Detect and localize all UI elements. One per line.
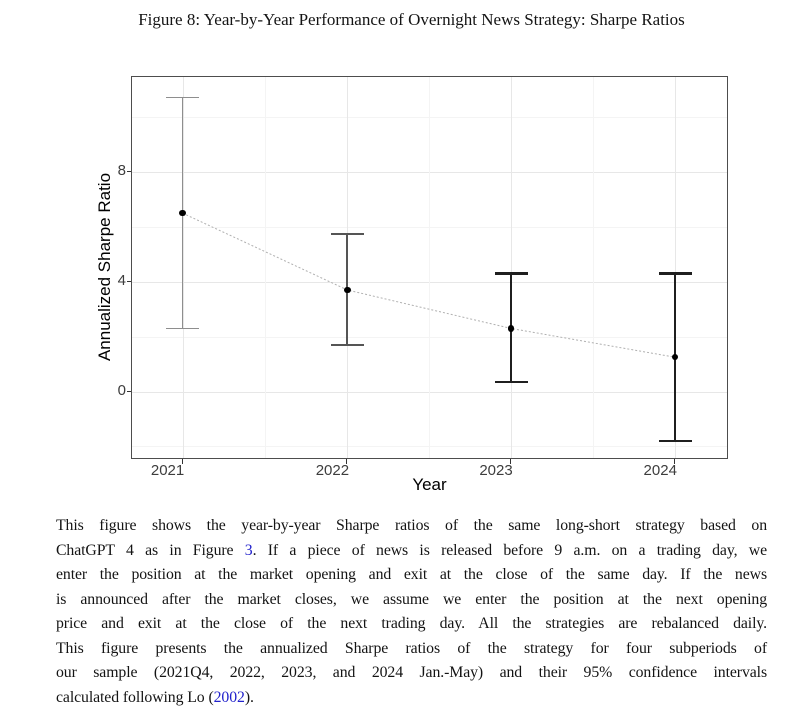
x-axis-tick [674,459,676,464]
caption-text: our sample (2021Q4, 2022, 2023, and 2024… [56,664,767,681]
y-tick-label: 8 [117,161,126,179]
x-tick-label: 2022 [315,462,350,479]
errorbar-cap-top-2024 [658,272,692,275]
caption-line: is announced after the market closes, we… [56,588,767,613]
caption-text: . If a piece of news is released before … [252,541,768,559]
caption-text: ChatGPT 4 as in Figure [56,541,245,559]
y-tick-label: 4 [117,271,126,289]
figure-caption: This figure shows the year-by-year Sharp… [56,514,767,710]
x-tick-label: 2024 [643,462,677,479]
caption-line: This figure presents the annualized Shar… [56,637,767,662]
data-point-2023 [507,325,515,332]
x-tick-label: 2023 [479,462,513,479]
trend-line [182,212,676,358]
caption-text: price and exit at the close of the next … [56,615,767,632]
figure-title: Figure 8: Year-by-Year Performance of Ov… [138,10,685,29]
errorbar-cap-bottom-2021 [166,327,200,330]
x-axis-tick [181,459,183,464]
errorbar-cap-top-2023 [494,272,528,275]
caption-text: calculated following Lo ( [56,688,214,706]
errorbar-cap-bottom-2024 [658,439,692,443]
data-point-2021 [179,209,186,217]
caption-text: enter the position at the market opening… [56,566,767,583]
y-axis-tick [126,170,131,172]
errorbar-cap-bottom-2022 [330,343,364,346]
y-axis-tick [126,390,131,392]
caption-text: This figure shows the year-by-year Sharp… [56,517,767,534]
caption-text: This figure presents the annualized Shar… [56,639,767,657]
data-point-2022 [344,286,351,294]
y-tick-label: 0 [117,381,126,399]
x-axis-tick [510,459,511,464]
y-axis-tick [126,280,131,282]
x-gridline-minor [593,77,595,458]
citation-link[interactable]: 2002 [213,688,245,706]
x-axis-tick [346,459,348,464]
x-gridline-major [511,77,512,458]
x-gridline-minor [429,77,431,458]
caption-text: ). [244,688,254,706]
x-tick-label: 2021 [150,462,185,479]
x-gridline-minor [264,77,266,458]
caption-line: ChatGPT 4 as in Figure 3. If a piece of … [56,539,767,564]
errorbar-cap-bottom-2023 [494,380,528,384]
caption-line: enter the position at the market opening… [56,563,767,588]
data-point-2024 [672,354,679,361]
x-gridline-major [675,77,677,458]
x-axis-title: Year [412,475,447,494]
caption-line: our sample (2021Q4, 2022, 2023, and 2024… [56,661,767,686]
y-axis-title: Annualized Sharpe Ratio [95,172,114,362]
caption-line: This figure shows the year-by-year Sharp… [56,514,767,539]
citation-link[interactable]: 3 [244,541,253,559]
caption-line: calculated following Lo (2002). [56,686,767,711]
sharpe-ratio-chart: Annualized Sharpe Ratio Year 0 4 8 2021 2022… [95,76,728,494]
plot-panel [131,76,728,459]
caption-text: is announced after the market closes, we… [56,590,767,608]
errorbar-cap-top-2022 [330,232,364,235]
errorbar-cap-top-2021 [166,97,200,99]
caption-line: price and exit at the close of the next … [56,612,767,637]
